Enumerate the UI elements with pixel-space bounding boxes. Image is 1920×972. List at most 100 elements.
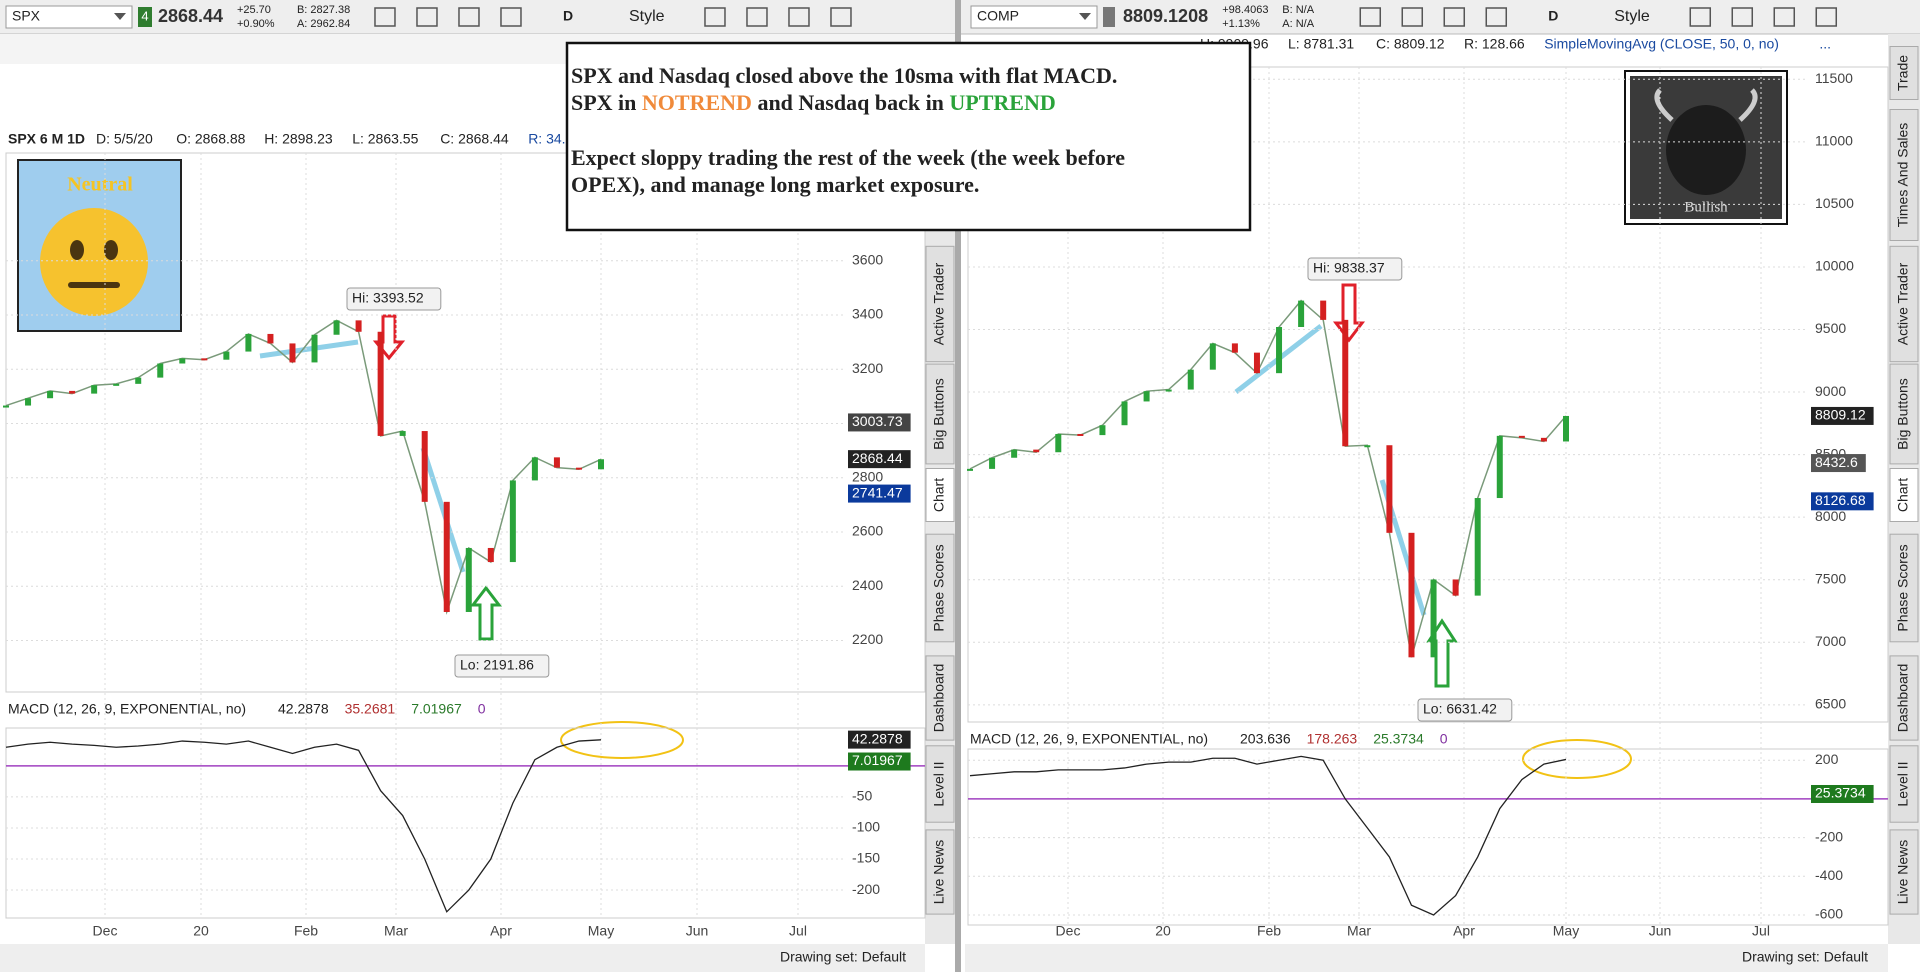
side-tab[interactable] (925, 468, 955, 522)
tool-icon[interactable] (746, 7, 768, 27)
candle (465, 547, 472, 612)
candle (1099, 425, 1106, 436)
drawing-set[interactable]: Drawing set: Default (1742, 949, 1868, 965)
side-tab-label[interactable]: Big Buttons (931, 378, 947, 450)
candle (1143, 391, 1150, 402)
arrow-up (469, 585, 503, 641)
candle (1276, 326, 1283, 374)
candle (1320, 300, 1327, 320)
y-tick-label: 10500 (1815, 195, 1854, 211)
side-tab-label[interactable]: Big Buttons (1895, 378, 1911, 450)
tool-icon[interactable] (788, 7, 810, 27)
tool-icon[interactable] (1485, 7, 1508, 27)
tool-icon[interactable] (374, 7, 396, 27)
side-tab[interactable] (1889, 46, 1919, 100)
side-tab-label[interactable]: Active Trader (931, 262, 947, 345)
lo-callout (454, 654, 550, 678)
lo-callout (1417, 698, 1513, 722)
price-badge-label: 8126.68 (1815, 492, 1866, 508)
y-tick-label: -200 (1815, 828, 1843, 844)
annotation-box (565, 41, 1252, 232)
tool-icon[interactable] (500, 7, 522, 27)
side-tab-label[interactable]: Times And Sales (1895, 123, 1911, 228)
period[interactable]: D (563, 8, 573, 24)
tool-icon[interactable] (1443, 7, 1466, 27)
side-tab-label[interactable]: Live News (931, 840, 947, 905)
side-tab-label[interactable]: Level II (1895, 761, 1911, 806)
macd-badge (1811, 784, 1874, 803)
side-tab-label[interactable]: Level II (931, 761, 947, 806)
tool-icon[interactable] (458, 7, 480, 27)
link-badge (138, 7, 152, 27)
side-tab-label[interactable]: Live News (1895, 840, 1911, 905)
change: +98.4063 (1222, 4, 1268, 16)
style-menu[interactable]: Style (1614, 8, 1650, 25)
side-tab[interactable] (1889, 468, 1919, 522)
candle (1408, 532, 1415, 658)
y-tick-label: 11500 (1815, 70, 1853, 86)
bull-horns (1654, 88, 1758, 122)
dropdown (114, 13, 126, 20)
candle (311, 334, 318, 363)
candle (91, 385, 98, 394)
side-tab-label[interactable]: Chart (1895, 478, 1911, 512)
price-badge (848, 413, 911, 432)
candle (3, 405, 9, 408)
y-tick-label: 200 (1815, 751, 1839, 767)
period[interactable]: D (1548, 8, 1558, 24)
tool-icon[interactable] (416, 7, 438, 27)
side-tab[interactable] (1889, 745, 1919, 823)
candle (267, 333, 274, 344)
side-tab[interactable] (925, 245, 955, 363)
y-tick-label: 3400 (852, 306, 883, 322)
tool-icon[interactable] (704, 7, 726, 27)
candle (1298, 300, 1305, 327)
side-tab-label[interactable]: Trade (1895, 55, 1911, 91)
y-tick-label: 2200 (852, 631, 883, 647)
candle (1055, 433, 1062, 453)
hi-callout (1307, 257, 1403, 281)
side-tab[interactable] (925, 829, 955, 915)
annotation-text: SPX in NOTREND and Nasdaq back in UPTREN… (571, 90, 1056, 115)
tool-icon[interactable] (1815, 7, 1838, 27)
side-tab[interactable] (925, 363, 955, 465)
side-tab-label[interactable]: Phase Scores (1895, 544, 1911, 631)
side-tab[interactable] (925, 655, 955, 741)
side-tab[interactable] (1889, 829, 1919, 915)
x-tick-label: Apr (490, 923, 512, 939)
candle (355, 320, 362, 332)
side-tab-label[interactable]: Dashboard (931, 664, 947, 733)
side-tab-label[interactable]: Phase Scores (931, 544, 947, 631)
annotation: SPX and Nasdaq closed above the 10sma wi… (565, 41, 1252, 232)
macd-line (5, 739, 602, 913)
side-tab-label[interactable]: Chart (931, 478, 947, 512)
y-tick-label: -200 (852, 881, 880, 897)
drawing-set[interactable]: Drawing set: Default (780, 949, 906, 965)
tool-icon[interactable] (1359, 7, 1382, 27)
side-tab[interactable] (1889, 533, 1919, 643)
style-menu[interactable]: Style (629, 8, 665, 25)
tool-icon[interactable] (1731, 7, 1754, 27)
price-line (969, 299, 1567, 658)
tool-icon[interactable] (1401, 7, 1424, 27)
candle (443, 501, 450, 612)
tool-icon[interactable] (830, 7, 852, 27)
side-tab[interactable] (925, 533, 955, 643)
side-tab-label[interactable]: Active Trader (1895, 262, 1911, 345)
side-tab[interactable] (925, 745, 955, 823)
side-tab[interactable] (1889, 109, 1919, 241)
symbol-box[interactable] (5, 5, 133, 29)
side-tab[interactable] (1889, 245, 1919, 363)
candle (377, 331, 384, 436)
side-tab[interactable] (1889, 655, 1919, 741)
side-tab[interactable] (1889, 363, 1919, 465)
candle (1518, 435, 1525, 438)
y-tick-label: 10000 (1815, 258, 1854, 274)
tool-icon[interactable] (1773, 7, 1796, 27)
symbol-box[interactable] (970, 5, 1098, 29)
candle (47, 390, 54, 399)
tool-icon[interactable] (1689, 7, 1712, 27)
side-tab-label[interactable]: Dashboard (1895, 664, 1911, 733)
